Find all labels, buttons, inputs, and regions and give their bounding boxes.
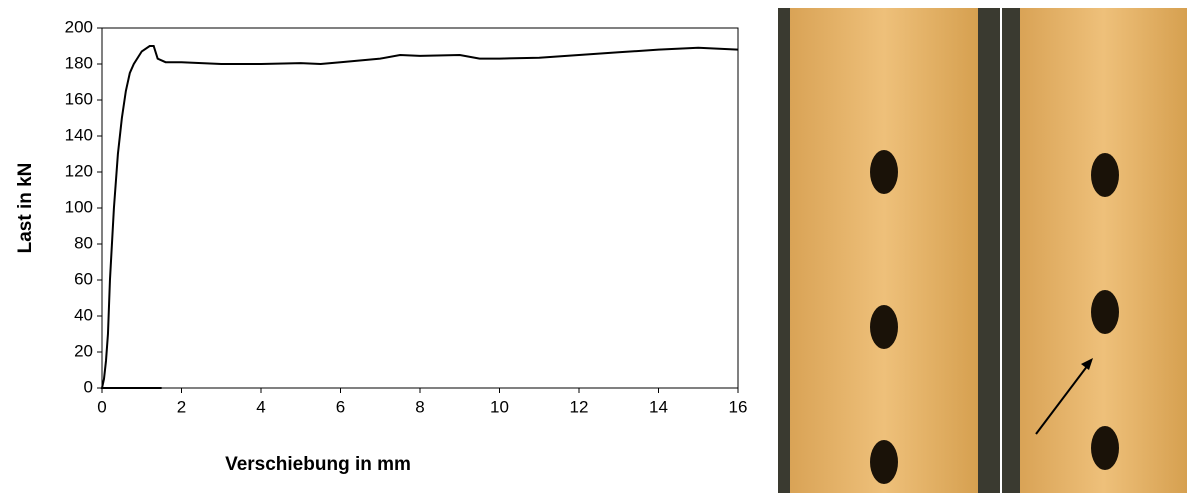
photo-left (778, 8, 1000, 493)
x-tick-label: 14 (649, 397, 668, 416)
x-tick-label: 0 (97, 397, 106, 416)
x-tick-label: 16 (729, 397, 748, 416)
y-axis-label: Last in kN (15, 163, 36, 254)
y-tick-label: 140 (65, 125, 93, 144)
y-tick-label: 180 (65, 53, 93, 72)
y-tick-label: 160 (65, 89, 93, 108)
x-axis-label: Verschiebung in mm (225, 454, 411, 475)
y-tick-label: 40 (74, 305, 93, 324)
y-tick-label: 20 (74, 341, 93, 360)
x-tick-label: 4 (256, 397, 265, 416)
x-tick-label: 6 (336, 397, 345, 416)
y-tick-label: 80 (74, 233, 93, 252)
x-tick-label: 10 (490, 397, 509, 416)
y-tick-label: 120 (65, 161, 93, 180)
y-tick-label: 0 (84, 377, 93, 396)
page: Verschiebung in mm Last in kN 0204060801… (0, 0, 1187, 493)
y-tick-label: 60 (74, 269, 93, 288)
x-tick-label: 12 (570, 397, 589, 416)
data-line (102, 46, 738, 388)
chart: 0 20 40 60 80 100 120 140 160 180 200 0 2 4 6 8 10 12 14 16 (65, 17, 748, 416)
x-tick-label: 8 (415, 397, 424, 416)
y-tick-label: 200 (65, 17, 93, 36)
plot-frame (102, 28, 738, 388)
y-tick-label: 100 (65, 197, 93, 216)
x-tick-label: 2 (177, 397, 186, 416)
photo-right (1002, 8, 1187, 493)
